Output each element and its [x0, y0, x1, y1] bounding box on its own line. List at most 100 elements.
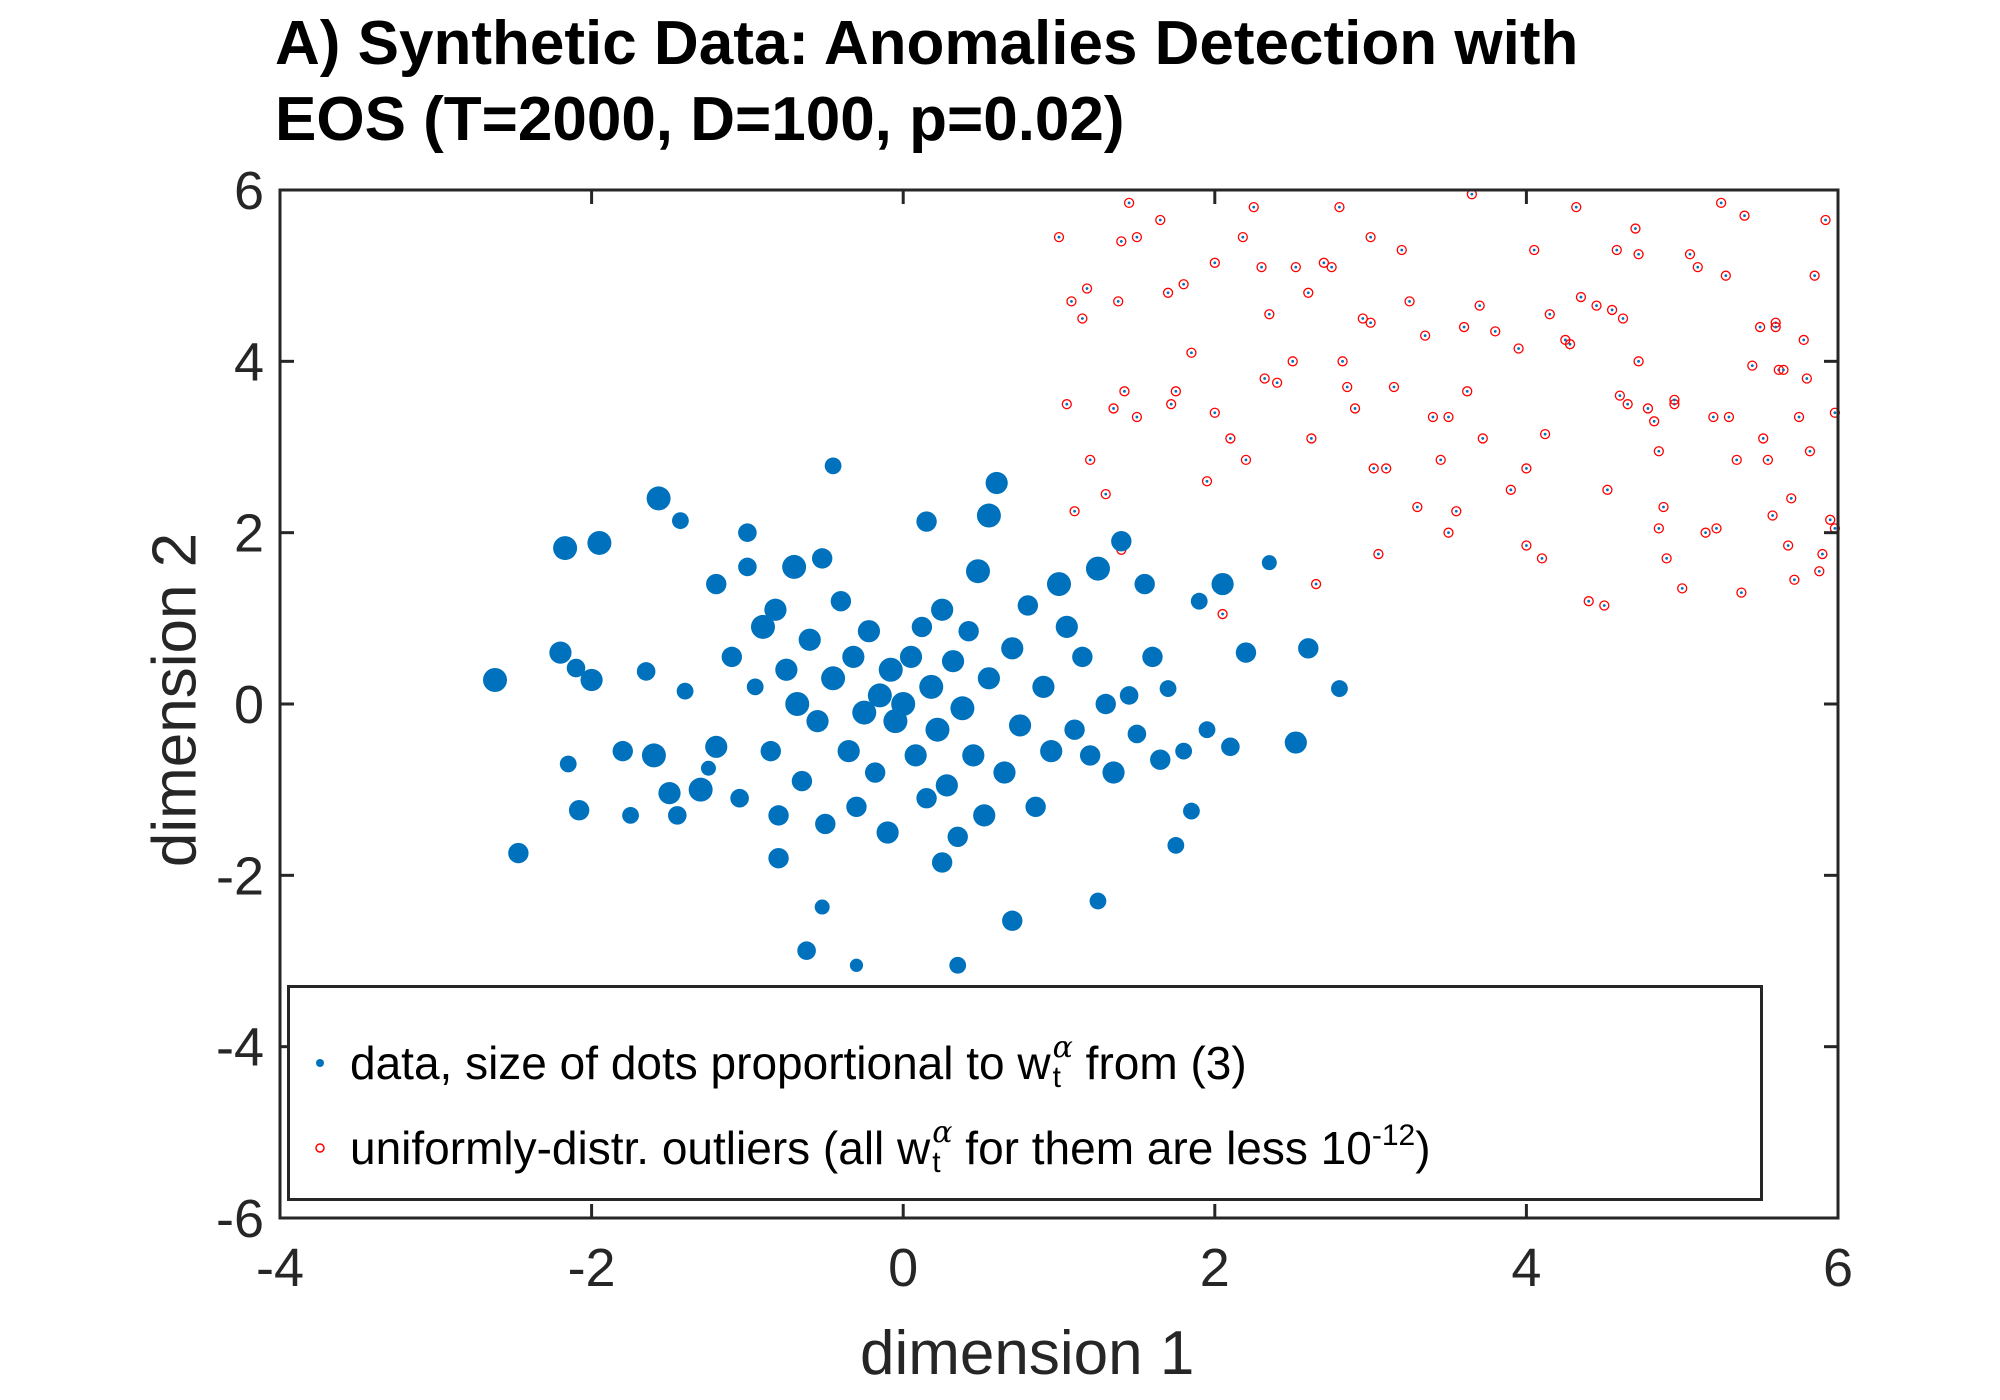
chart-title-line-2: EOS (T=2000, D=100, p=0.02): [275, 85, 1125, 154]
data-point: [941, 650, 965, 673]
outlier-point: [1458, 321, 1470, 333]
x-axis-label: dimension 1: [860, 1319, 1195, 1388]
legend-label-outliers-tail: ): [1415, 1122, 1431, 1174]
chart-title-line-1: A) Synthetic Data: Anomalies Detection w…: [275, 9, 1579, 78]
outlier-point: [1404, 296, 1415, 307]
outlier-points: [1053, 189, 1841, 620]
data-point: [1102, 761, 1125, 784]
outlier-point: [1237, 231, 1248, 243]
outlier-point: [1513, 343, 1524, 354]
data-point: [1001, 637, 1024, 660]
data-point: [764, 598, 787, 621]
outlier-point: [1804, 446, 1816, 457]
outlier-point: [1770, 321, 1781, 333]
data-point: [706, 573, 727, 595]
data-point: [587, 530, 612, 555]
x-tick-label: 6: [1823, 1238, 1853, 1298]
outlier-point: [1720, 270, 1731, 281]
data-point: [1235, 642, 1257, 663]
data-point: [1047, 572, 1071, 597]
legend-sup-alpha-2: α: [932, 1115, 953, 1150]
outlier-point: [1119, 386, 1130, 397]
filled-dot-icon: [290, 1056, 350, 1070]
data-point: [1002, 910, 1023, 931]
outlier-point: [1100, 488, 1111, 500]
outlier-point: [1306, 433, 1317, 444]
outlier-point: [1131, 231, 1143, 243]
outlier-point: [1684, 249, 1696, 260]
outlier-point: [1357, 313, 1368, 324]
outlier-point: [1162, 287, 1174, 298]
legend-sub-t-2: t: [932, 1146, 941, 1179]
outlier-point: [1767, 510, 1778, 521]
data-point: [1008, 714, 1032, 737]
outlier-point: [1809, 270, 1820, 281]
outlier-point: [1419, 330, 1431, 341]
data-point: [931, 852, 953, 873]
outlier-point: [1521, 463, 1532, 474]
outlier-point: [1248, 201, 1259, 213]
outlier-point: [1801, 373, 1812, 384]
data-point: [958, 620, 979, 642]
outlier-point: [1611, 244, 1622, 256]
outlier-point: [1617, 313, 1629, 324]
outlier-point: [1113, 296, 1124, 307]
data-point: [775, 658, 798, 681]
outlier-point: [1614, 390, 1626, 401]
outlier-point: [1606, 304, 1618, 316]
data-point: [1111, 531, 1132, 552]
legend-label-outliers-middle: for them are less 10: [952, 1122, 1372, 1174]
outlier-point: [1217, 608, 1228, 620]
outlier-point: [1077, 313, 1088, 324]
outlier-point: [1271, 377, 1283, 388]
outlier-point: [1669, 394, 1680, 406]
data-point: [947, 826, 968, 847]
outlier-point: [1789, 574, 1800, 585]
data-point: [824, 457, 842, 475]
data-point: [806, 710, 829, 733]
outlier-point: [1529, 244, 1540, 256]
outlier-point: [1264, 309, 1275, 320]
outlier-point: [1825, 514, 1836, 525]
data-point: [636, 662, 656, 681]
data-point: [1119, 686, 1139, 705]
x-tick-label: 4: [1511, 1238, 1541, 1298]
data-point: [672, 512, 689, 530]
outlier-point: [1747, 360, 1758, 371]
outlier-point: [1762, 454, 1774, 466]
data-point: [977, 667, 1000, 690]
outlier-point: [1451, 506, 1462, 517]
outlier-point: [1287, 356, 1298, 367]
x-tick-label: -2: [568, 1238, 616, 1298]
data-point: [549, 641, 572, 664]
outlier-point: [1066, 296, 1077, 307]
data-point: [876, 821, 899, 844]
data-point: [814, 899, 830, 915]
outlier-point: [1653, 523, 1664, 534]
data-point: [1183, 802, 1200, 820]
data-point: [811, 548, 833, 569]
outlier-point: [1166, 399, 1177, 410]
outlier-point: [1259, 373, 1270, 384]
outlier-point: [1081, 283, 1093, 294]
outlier-point: [1116, 236, 1127, 247]
outlier-point: [1798, 334, 1809, 346]
outlier-point: [1342, 381, 1353, 393]
data-point: [857, 620, 881, 643]
data-point: [949, 956, 967, 974]
data-point: [750, 614, 775, 639]
outlier-point: [1591, 300, 1602, 311]
outlier-point: [1427, 411, 1439, 423]
data-point: [791, 770, 813, 792]
outlier-point: [1186, 347, 1197, 358]
outlier-point: [1716, 197, 1727, 209]
data-point: [1198, 721, 1216, 739]
data-point: [1032, 675, 1055, 698]
outlier-point: [1349, 403, 1361, 414]
outlier-point: [1209, 257, 1220, 268]
outlier-point: [1661, 553, 1672, 564]
